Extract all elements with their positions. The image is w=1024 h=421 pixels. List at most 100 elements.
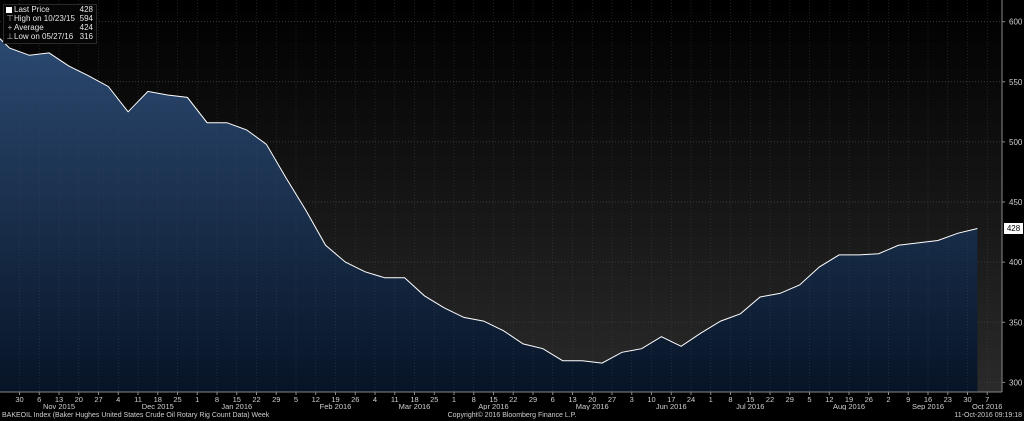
legend-value: 424: [79, 23, 93, 32]
legend-value: 428: [79, 5, 93, 14]
y-tick-label: 500: [1009, 138, 1023, 147]
copyright-text: Copyright© 2016 Bloomberg Finance L.P.: [447, 412, 577, 419]
x-tick-label: 30: [963, 395, 971, 404]
x-tick-label: 4: [116, 395, 120, 404]
month-label: Jul 2016: [736, 402, 764, 410]
x-tick-label: 16: [924, 395, 932, 404]
x-tick-label: 29: [786, 395, 794, 404]
legend-label: Low on 05/27/16: [14, 32, 74, 41]
x-tick-label: 23: [944, 395, 952, 404]
x-tick-label: 8: [215, 395, 219, 404]
x-tick-label: 6: [551, 395, 555, 404]
x-tick-label: 1: [452, 395, 456, 404]
x-tick-label: 27: [94, 395, 102, 404]
y-tick-label: 450: [1009, 198, 1023, 207]
x-tick-label: 19: [331, 395, 339, 404]
x-tick-label: 3: [630, 395, 634, 404]
x-tick-label: 18: [154, 395, 162, 404]
y-tick-label: 300: [1009, 378, 1023, 387]
x-tick-label: 1: [709, 395, 713, 404]
legend-item-low: ⊥ Low on 05/27/16 316: [4, 32, 96, 41]
x-tick-label: 15: [489, 395, 497, 404]
month-label: Apr 2016: [478, 402, 508, 410]
month-label: Oct 2016: [972, 402, 1002, 410]
y-axis: 300 350 400 450 500 550 600: [1002, 18, 1023, 387]
month-axis: Nov 2015 Dec 2015 Jan 2016 Feb 2016 Mar 2016…: [43, 402, 1003, 411]
x-tick-label: 20: [75, 395, 83, 404]
x-tick-label: 22: [252, 395, 260, 404]
x-tick-label: 15: [746, 395, 754, 404]
timestamp: 11-Oct-2016 09:19:18: [954, 412, 1022, 419]
x-tick-label: 12: [825, 395, 833, 404]
x-axis: 30 6 13 20 27 4 11 18 25 1 8 15 22 29 5 12 19 26 4 11 18 25 1 8…: [15, 392, 989, 404]
x-tick-label: 22: [509, 395, 517, 404]
x-tick-label: 6: [37, 395, 41, 404]
legend: Last Price 428 ⊤ High on 10/23/15 594 + Av…: [3, 4, 97, 44]
x-tick-label: 25: [430, 395, 438, 404]
x-tick-label: 15: [233, 395, 241, 404]
x-tick-label: 4: [373, 395, 377, 404]
x-tick-label: 20: [588, 395, 596, 404]
low-marker-icon: ⊥: [6, 32, 14, 41]
legend-value: 594: [79, 14, 93, 23]
x-tick-label: 1: [195, 395, 199, 404]
last-price-marker: 428: [1004, 223, 1023, 234]
x-tick-label: 17: [667, 395, 675, 404]
x-tick-label: 2: [886, 395, 890, 404]
legend-value: 316: [79, 32, 93, 41]
x-tick-label: 13: [55, 395, 63, 404]
series-line: [0, 28, 978, 364]
legend-label: Average: [14, 23, 44, 32]
x-tick-label: 12: [312, 395, 320, 404]
month-label: Sep 2016: [912, 402, 944, 410]
x-tick-label: 10: [647, 395, 655, 404]
last-price-label: 428: [1007, 224, 1021, 233]
legend-item-average: + Average 424: [4, 23, 96, 32]
last-price-box: [1004, 223, 1023, 234]
x-tick-label: 25: [173, 395, 181, 404]
x-tick-label: 5: [807, 395, 811, 404]
x-tick-label: 18: [410, 395, 418, 404]
month-label: Feb 2016: [320, 402, 352, 410]
month-label: Aug 2016: [833, 402, 865, 410]
x-tick-label: 5: [294, 395, 298, 404]
x-tick-label: 30: [15, 395, 23, 404]
x-tick-label: 26: [351, 395, 359, 404]
month-label: Nov 2015: [43, 402, 75, 410]
footer-bar: BAKEOIL Index (Baker Hughes United State…: [0, 410, 1024, 421]
average-marker-icon: +: [7, 23, 13, 32]
x-tick-label: 7: [985, 395, 989, 404]
area-fill: [0, 28, 978, 392]
legend-item-high: ⊤ High on 10/23/15 594: [4, 14, 96, 23]
x-tick-label: 8: [472, 395, 476, 404]
y-tick-label: 350: [1009, 318, 1023, 327]
y-tick-label: 400: [1009, 258, 1023, 267]
high-marker-icon: ⊤: [6, 14, 14, 23]
month-label: Jan 2016: [221, 402, 252, 410]
y-tick-label: 550: [1009, 78, 1023, 87]
x-tick-label: 11: [391, 395, 399, 404]
x-tick-label: 19: [845, 395, 853, 404]
vertical-grid-layer: [19, 0, 988, 392]
x-tick-label: 13: [568, 395, 576, 404]
x-tick-label: 27: [608, 395, 616, 404]
x-tick-label: 11: [134, 395, 142, 404]
square-icon: [6, 6, 12, 13]
x-tick-label: 8: [728, 395, 732, 404]
x-tick-label: 22: [766, 395, 774, 404]
month-label: Mar 2016: [399, 402, 431, 410]
month-label: Dec 2015: [142, 402, 174, 410]
x-tick-label: 29: [272, 395, 280, 404]
legend-label: Last Price: [14, 5, 50, 14]
x-tick-label: 24: [687, 395, 695, 404]
index-description: BAKEOIL Index (Baker Hughes United State…: [2, 412, 270, 419]
month-label: May 2016: [576, 402, 609, 410]
x-tick-label: 29: [529, 395, 537, 404]
y-tick-label: 600: [1009, 18, 1023, 27]
x-tick-label: 26: [865, 395, 873, 404]
month-label: Jun 2016: [656, 402, 687, 410]
x-tick-label: 9: [906, 395, 910, 404]
legend-item-last-price: Last Price 428: [4, 5, 96, 14]
